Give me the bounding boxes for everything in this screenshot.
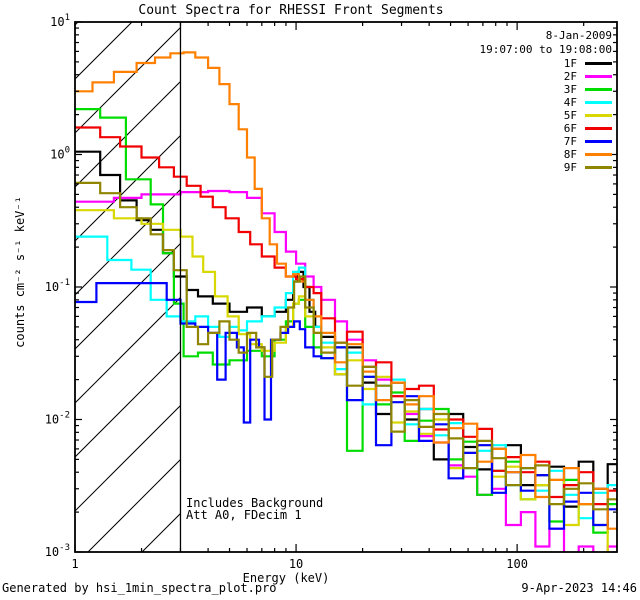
legend-entry-1F: 1F bbox=[564, 57, 612, 70]
legend-label: 4F bbox=[563, 96, 577, 109]
plot-annotation: Includes Background Att A0, FDecim 1 bbox=[186, 497, 323, 521]
series-8F bbox=[75, 51, 617, 530]
footer-generator: Generated by hsi_1min_spectra_plot.pro bbox=[2, 581, 277, 595]
series-6F bbox=[75, 126, 617, 506]
observation-header: 8-Jan-2009 19:07:00 to 19:08:00 bbox=[480, 29, 612, 57]
legend-entry-2F: 2F bbox=[564, 70, 612, 83]
y-tick-label: 10-3 bbox=[45, 543, 70, 559]
series-2F bbox=[75, 189, 617, 552]
page-title: Count Spectra for RHESSI Front Segments bbox=[138, 3, 444, 18]
legend-swatch bbox=[585, 88, 612, 91]
legend-label: 9F bbox=[563, 161, 577, 174]
y-tick-label: 101 bbox=[50, 13, 70, 29]
legend: 1F 2F 3F 4F 5F 6F 7F 8F 9F bbox=[564, 57, 612, 174]
y-tick-label: 10-2 bbox=[45, 411, 70, 427]
legend-entry-4F: 4F bbox=[564, 96, 612, 109]
axis-ticks bbox=[74, 21, 617, 553]
legend-entry-5F: 5F bbox=[564, 109, 612, 122]
y-tick-label: 100 bbox=[50, 146, 70, 162]
annotation-attenuator: Att A0, FDecim 1 bbox=[186, 508, 302, 522]
observation-time-range: 19:07:00 to 19:08:00 bbox=[479, 43, 612, 56]
legend-label: 1F bbox=[563, 57, 577, 70]
legend-swatch bbox=[585, 140, 612, 143]
legend-entry-3F: 3F bbox=[564, 83, 612, 96]
legend-label: 2F bbox=[563, 70, 577, 83]
legend-label: 3F bbox=[563, 83, 577, 96]
series-group bbox=[75, 51, 617, 552]
legend-label: 7F bbox=[563, 135, 577, 148]
legend-swatch bbox=[585, 127, 612, 130]
legend-label: 5F bbox=[563, 109, 577, 122]
y-axis-label: counts cm⁻² s⁻¹ keV⁻¹ bbox=[13, 196, 27, 348]
annotation-background: Includes Background bbox=[186, 496, 324, 510]
series-5F bbox=[75, 209, 617, 552]
footer-timestamp: 9-Apr-2023 14:46 bbox=[521, 581, 637, 595]
legend-entry-7F: 7F bbox=[564, 135, 612, 148]
legend-swatch bbox=[585, 166, 612, 169]
legend-swatch bbox=[585, 62, 612, 65]
legend-label: 6F bbox=[563, 122, 577, 135]
legend-label: 8F bbox=[563, 148, 577, 161]
series-7F bbox=[75, 282, 617, 543]
tick-labels: 1 10 100 101 100 10-1 10-2 10-3 bbox=[45, 13, 528, 571]
x-tick-label: 10 bbox=[289, 557, 303, 571]
legend-entry-9F: 9F bbox=[564, 161, 612, 174]
legend-swatch bbox=[585, 114, 612, 117]
series-9F bbox=[75, 181, 617, 511]
legend-swatch bbox=[585, 153, 612, 156]
legend-entry-6F: 6F bbox=[564, 122, 612, 135]
hatch-region bbox=[75, 22, 181, 552]
legend-swatch bbox=[585, 75, 612, 78]
legend-swatch bbox=[585, 101, 612, 104]
x-tick-label: 1 bbox=[71, 557, 78, 571]
observation-date: 8-Jan-2009 bbox=[545, 29, 612, 42]
x-tick-label: 100 bbox=[506, 557, 528, 571]
legend-entry-8F: 8F bbox=[564, 148, 612, 161]
x-axis-label: Energy (keV) bbox=[242, 571, 330, 585]
y-tick-label: 10-1 bbox=[45, 278, 70, 294]
